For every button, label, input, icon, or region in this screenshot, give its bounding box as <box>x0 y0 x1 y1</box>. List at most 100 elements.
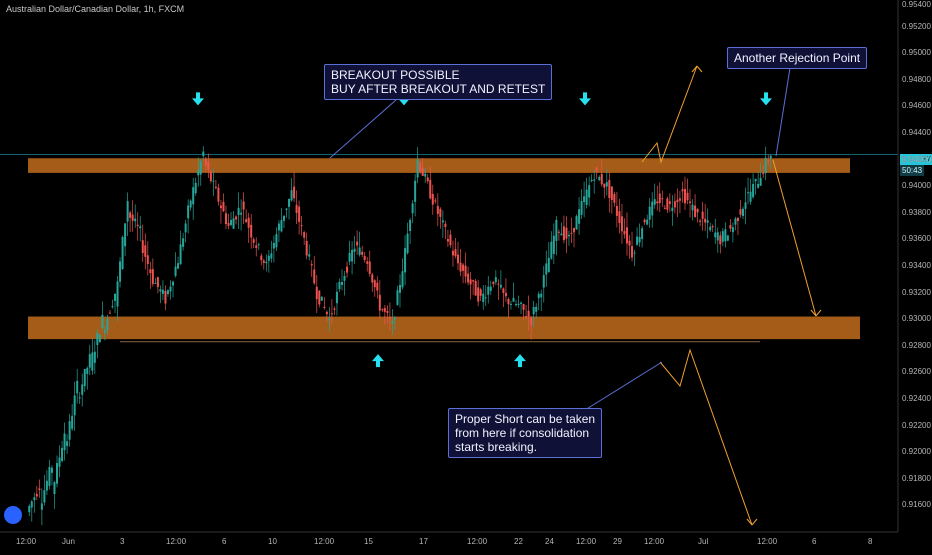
candle-body <box>368 261 371 274</box>
candle-body <box>719 235 722 245</box>
candle-body <box>318 290 321 305</box>
candle-body <box>661 198 664 200</box>
candle-body <box>691 204 694 211</box>
rejection-text: Another Rejection Point <box>734 51 861 65</box>
candle-body <box>683 188 686 204</box>
candle-body <box>247 217 250 228</box>
price-tick-label: 0.93200 <box>902 287 931 297</box>
time-tick-label: 15 <box>364 537 373 546</box>
price-tick-label: 0.93400 <box>902 261 931 270</box>
candle-body <box>434 200 437 202</box>
candle-body <box>580 201 583 215</box>
candle-body <box>633 252 636 254</box>
candle-body <box>469 279 472 285</box>
candle-body <box>429 179 432 199</box>
time-tick-label: 12:00 <box>576 537 597 546</box>
candle-body <box>333 308 336 310</box>
candle-body <box>293 186 296 199</box>
candle-body <box>164 290 167 304</box>
candle-body <box>399 284 401 293</box>
candle-body <box>50 467 53 473</box>
candle-body <box>474 280 477 296</box>
candle-body <box>656 201 659 204</box>
candle-body <box>747 192 750 194</box>
candle-body <box>81 384 84 395</box>
price-tick-label: 0.92000 <box>902 447 931 457</box>
price-tick-label: 0.94000 <box>902 181 931 191</box>
candle-body <box>262 260 265 263</box>
projection-path <box>772 159 817 317</box>
candle-body <box>540 293 543 298</box>
candle-body <box>108 312 111 314</box>
candle-body <box>101 314 104 329</box>
candle-body <box>509 303 512 305</box>
price-tick-label: 0.95200 <box>902 21 931 31</box>
candle-body <box>416 159 419 178</box>
candle-body <box>696 208 699 213</box>
candle-body <box>638 237 641 243</box>
projection-path <box>641 65 698 164</box>
candle-body <box>356 241 359 246</box>
time-tick-label: 12:00 <box>467 537 488 546</box>
candle-body <box>520 302 523 304</box>
candle-body <box>340 282 343 285</box>
candle-body <box>71 415 74 429</box>
candle-body <box>194 182 197 194</box>
candle-body <box>154 282 157 284</box>
candle-body <box>459 262 462 272</box>
candle-body <box>744 202 747 209</box>
candle-body <box>711 226 714 228</box>
candle-body <box>668 201 671 204</box>
time-tick-label: 6 <box>812 537 817 546</box>
candle-body <box>267 255 270 261</box>
candle-body <box>467 273 470 283</box>
resistance-zone <box>28 158 850 173</box>
candle-body <box>754 178 757 182</box>
candle-body <box>217 187 220 202</box>
candle-body <box>678 198 681 201</box>
candle-body <box>282 215 285 221</box>
candle-body <box>598 176 601 181</box>
candle-body <box>275 234 278 248</box>
candle-body <box>545 263 548 275</box>
candle-body <box>767 160 770 162</box>
last-price-tag: 0.94237 <box>900 154 932 165</box>
candle-body <box>383 308 386 312</box>
candle-body <box>121 236 124 269</box>
candle-body <box>769 155 772 159</box>
candle-body <box>641 228 644 240</box>
candle-body <box>335 291 338 304</box>
candle-body <box>439 208 442 217</box>
short-line-3: starts breaking. <box>455 440 538 454</box>
candle-body <box>542 275 545 288</box>
candle-body <box>139 226 142 229</box>
tradingview-logo-icon[interactable] <box>4 506 22 524</box>
candle-body <box>706 220 709 223</box>
candle-body <box>699 220 702 222</box>
candle-body <box>252 239 255 243</box>
candle-body <box>177 263 180 269</box>
candle-body <box>585 189 588 205</box>
candle-body <box>608 180 611 199</box>
candle-body <box>116 281 119 307</box>
support-up-arrow-icon <box>372 354 384 368</box>
candle-body <box>207 161 210 170</box>
candle-body <box>255 245 258 248</box>
resistance-down-arrow-icon <box>579 92 591 106</box>
candle-body <box>487 286 490 295</box>
candle-body <box>56 463 59 484</box>
candle-body <box>479 289 482 296</box>
candle-body <box>570 232 573 234</box>
candle-body <box>68 421 71 440</box>
candle-body <box>313 269 316 284</box>
candle-body <box>631 246 634 258</box>
candle-body <box>323 306 326 308</box>
candle-body <box>565 227 568 239</box>
candle-body <box>202 151 205 157</box>
candle-body <box>764 157 767 174</box>
candle-body <box>615 205 618 216</box>
candle-body <box>454 249 457 257</box>
candle-body <box>330 313 333 315</box>
